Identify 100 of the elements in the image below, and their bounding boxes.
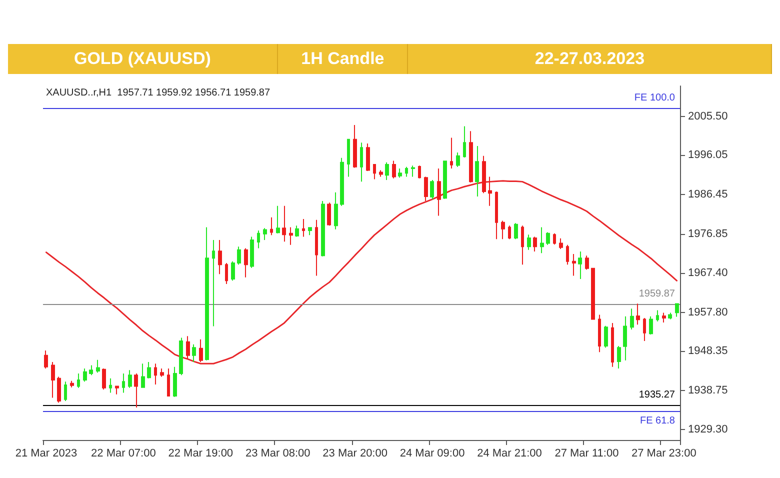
candlestick <box>675 303 679 318</box>
x-tick-label: 24 Mar 09:00 <box>400 448 465 460</box>
candlestick <box>250 236 254 268</box>
candlestick <box>572 253 576 276</box>
y-tick-label: 1948.35 <box>688 345 728 358</box>
candlestick <box>102 368 106 390</box>
y-tick-label: 2005.50 <box>688 110 728 122</box>
ref-line-label: FE 61.8 <box>640 415 676 426</box>
candlestick <box>115 386 119 395</box>
candlestick <box>405 166 408 178</box>
candlestick <box>89 364 93 376</box>
candlestick <box>482 155 486 194</box>
ref-line-label: 1959.87 <box>638 288 676 300</box>
candlestick <box>218 240 222 275</box>
candlestick <box>443 160 447 200</box>
x-tick-label: 21 Mar 2023 <box>15 448 78 460</box>
candlestick <box>340 157 344 206</box>
candlestick <box>475 145 479 197</box>
candlestick <box>373 164 376 180</box>
x-tick-label: 27 Mar 23:00 <box>632 448 696 460</box>
candlestick <box>450 137 453 170</box>
candlestick <box>521 225 524 266</box>
chart-subtitle: 1H Candle <box>278 44 408 74</box>
y-tick-label: 1967.40 <box>688 266 728 279</box>
candlestick <box>617 345 621 370</box>
candlestick <box>527 234 531 250</box>
candlestick <box>604 325 608 348</box>
candlestick <box>501 220 505 240</box>
candlestick <box>540 226 544 254</box>
candlestick <box>366 142 370 172</box>
candlestick <box>231 260 235 282</box>
candlestick <box>469 130 473 184</box>
candlestick <box>83 368 87 382</box>
candlestick <box>315 219 318 276</box>
candlestick <box>347 138 350 178</box>
candlestick <box>437 168 441 216</box>
candlestick <box>205 226 209 361</box>
candlestick <box>598 314 601 353</box>
candlestick <box>70 380 74 388</box>
candlestick <box>77 372 80 388</box>
candlestick <box>566 244 569 266</box>
candlestick <box>237 246 241 266</box>
candlestick <box>379 170 383 178</box>
x-tick-label: 23 Mar 08:00 <box>245 448 310 460</box>
candlestick <box>295 225 299 238</box>
candlestick <box>623 316 627 361</box>
candlestick <box>64 381 67 402</box>
candlestick <box>257 230 260 249</box>
candlestick <box>154 363 157 386</box>
candlestick <box>276 205 280 234</box>
candlestick <box>533 236 537 252</box>
candlestick <box>591 267 595 320</box>
line-series <box>45 180 678 364</box>
candlestick <box>263 228 267 240</box>
candlestick <box>225 262 228 284</box>
candlestick <box>488 176 492 206</box>
candlestick <box>302 218 305 238</box>
y-tick-label: 1996.05 <box>688 149 728 162</box>
candlestick <box>141 363 145 388</box>
x-tick-label: 27 Mar 11:00 <box>554 448 619 460</box>
candlestick <box>456 152 460 168</box>
candlestick <box>96 359 100 374</box>
candlestick <box>51 361 55 398</box>
candlestick <box>578 251 582 280</box>
candlestick <box>424 176 428 202</box>
annotation: XAUUSD..r,H1 1957.71 1959.92 1956.71 1959.87 <box>46 88 270 98</box>
y-tick-label: 1957.80 <box>688 306 728 318</box>
candlestick <box>585 255 589 270</box>
candlestick <box>134 372 138 408</box>
candlestick <box>353 124 357 168</box>
candlestick <box>289 226 293 246</box>
ref-line-label: FE 100.0 <box>634 92 676 104</box>
candlestick <box>160 368 164 378</box>
candlestick <box>463 126 466 158</box>
candlestick <box>553 232 556 246</box>
candlestick <box>392 160 396 179</box>
candlestick <box>270 216 273 236</box>
text: 22-27.03.2023 <box>408 44 772 74</box>
candlestick <box>546 232 550 246</box>
candlestick <box>630 308 634 330</box>
candlestick <box>244 248 248 278</box>
candlestick <box>212 240 215 327</box>
candlestick <box>128 370 132 388</box>
candlestick <box>334 192 338 230</box>
candlestick <box>495 191 498 240</box>
candlestick <box>636 303 640 326</box>
candlestick <box>508 225 511 240</box>
candlestick <box>649 316 653 335</box>
y-tick-label: 1976.85 <box>688 228 728 240</box>
candlestick <box>179 337 183 376</box>
candlestick <box>282 205 286 242</box>
candlestick <box>321 200 325 257</box>
candlestick <box>173 366 177 398</box>
candlestick <box>559 238 563 250</box>
y-tick-label: 1929.30 <box>688 423 728 436</box>
candlestick <box>430 180 434 200</box>
ref-line-label: 1935.27 <box>638 389 676 400</box>
candlestick <box>514 222 518 240</box>
x-tick-label: 24 Mar 21:00 <box>477 448 542 460</box>
candlestick <box>643 318 646 342</box>
